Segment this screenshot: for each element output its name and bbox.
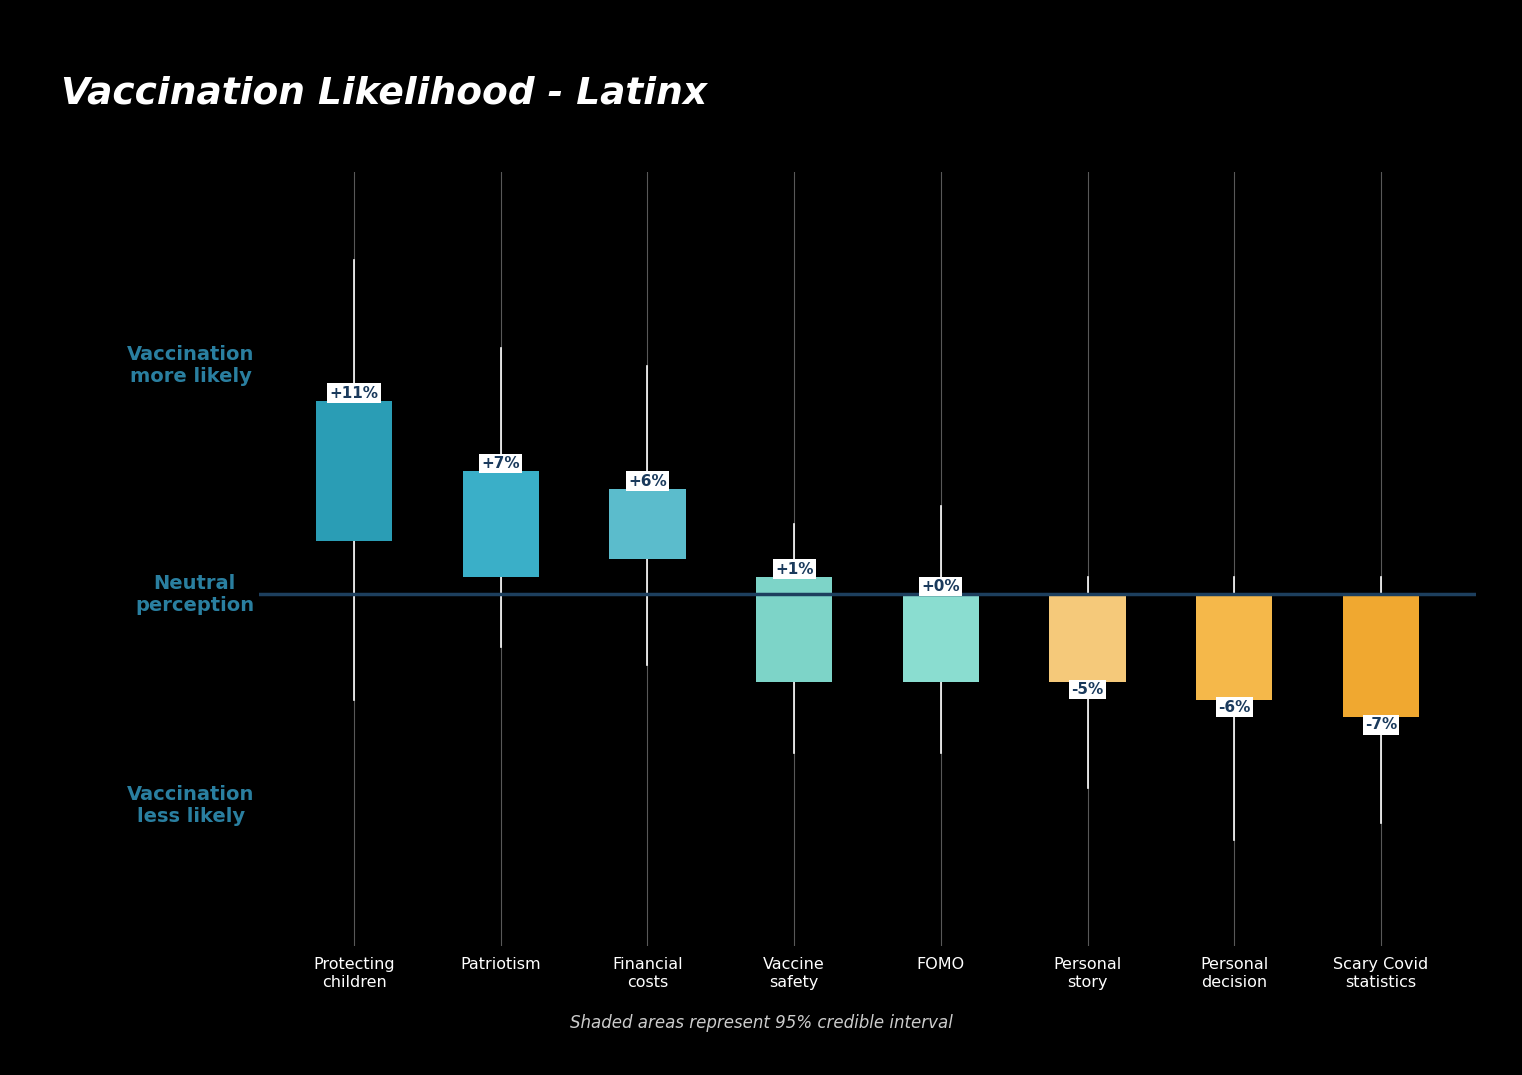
Text: +1%: +1%	[775, 561, 813, 576]
Text: +11%: +11%	[330, 386, 379, 401]
Text: Vaccination Likelihood - Latinx: Vaccination Likelihood - Latinx	[61, 75, 708, 111]
Text: +7%: +7%	[481, 456, 521, 471]
Text: +0%: +0%	[922, 579, 960, 594]
Text: Neutral
perception: Neutral perception	[135, 574, 254, 615]
Text: -7%: -7%	[1365, 717, 1397, 732]
Bar	[903, 594, 979, 683]
Text: -6%: -6%	[1218, 700, 1251, 715]
Bar	[1196, 594, 1272, 700]
Bar	[1050, 594, 1126, 683]
Bar	[756, 576, 833, 683]
Text: Vaccination
less likely: Vaccination less likely	[126, 785, 254, 826]
Bar	[463, 471, 539, 576]
Text: +6%: +6%	[629, 474, 667, 489]
Bar	[609, 489, 685, 559]
Text: Shaded areas represent 95% credible interval: Shaded areas represent 95% credible inte…	[569, 1014, 953, 1032]
Text: Vaccination
more likely: Vaccination more likely	[126, 345, 254, 386]
Bar	[317, 401, 393, 542]
Text: -5%: -5%	[1071, 683, 1103, 697]
Bar	[1342, 594, 1419, 717]
